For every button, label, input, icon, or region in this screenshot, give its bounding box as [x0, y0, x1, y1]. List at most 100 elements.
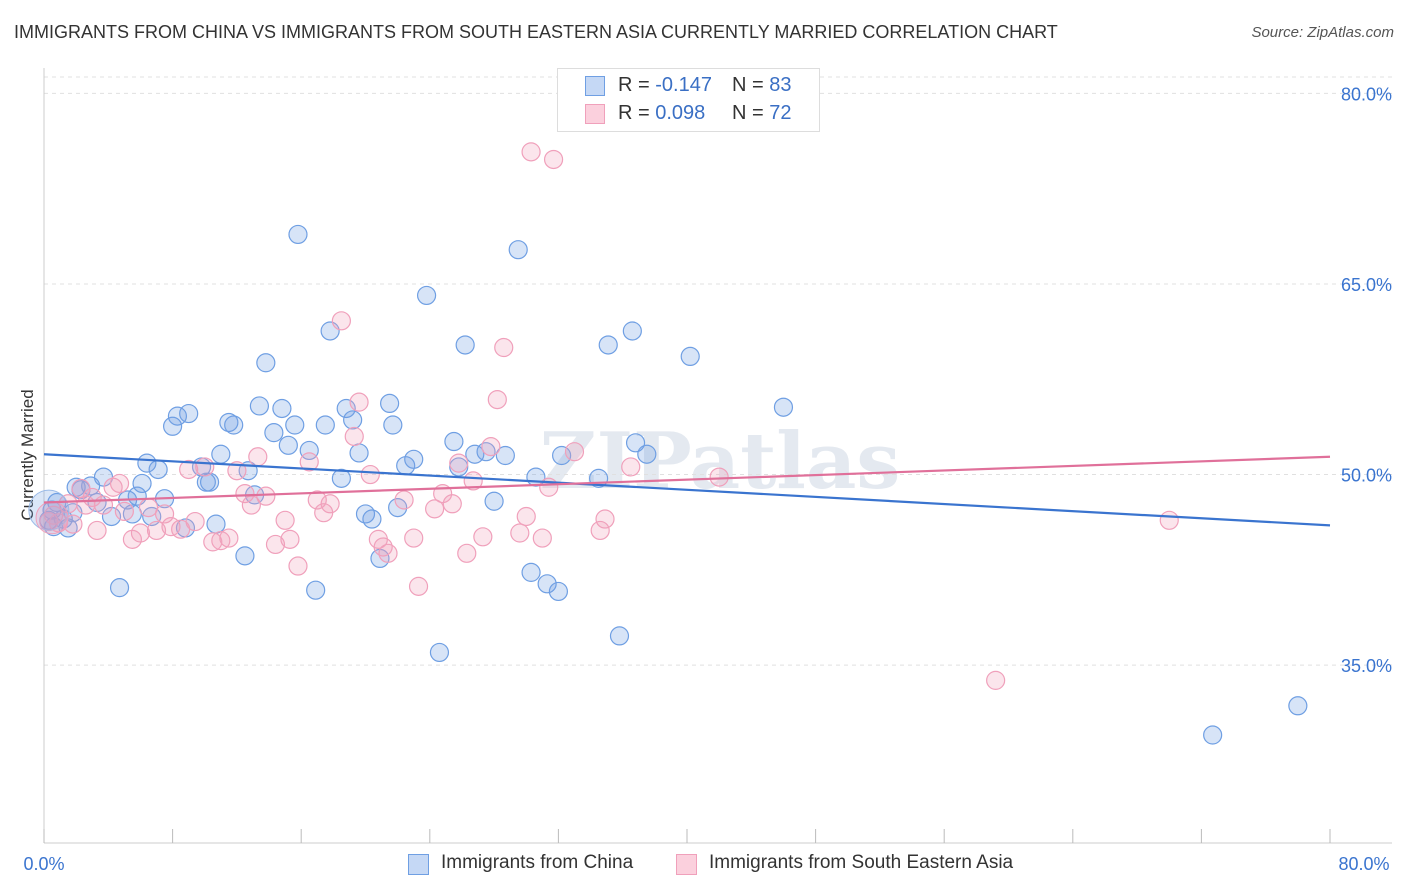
china-point [773, 397, 794, 417]
china-point [127, 486, 147, 506]
china-point [148, 459, 168, 480]
r-value-china: -0.147 [655, 74, 712, 96]
china-point [455, 335, 475, 355]
china-point [625, 433, 646, 453]
sea-point [320, 494, 340, 514]
china-cluster-point [28, 489, 70, 531]
china-point [211, 444, 231, 464]
sea-point [457, 543, 477, 563]
sea-point [185, 511, 205, 532]
sea-trend-line [43, 455, 1331, 504]
sea-point [442, 494, 462, 514]
china-point [552, 445, 572, 466]
sea-point [463, 471, 483, 491]
sea-point [394, 490, 414, 510]
sea-point [275, 510, 295, 530]
china-point [637, 444, 657, 464]
y-tick-label: 50.0% [1341, 466, 1392, 486]
sea-point [248, 447, 268, 467]
sea-point [179, 459, 199, 480]
sea-point [235, 484, 255, 504]
sea-point [87, 520, 107, 541]
x-tick-label: 80.0% [1338, 854, 1389, 874]
china-point [1203, 725, 1223, 745]
r-label: R = [618, 74, 650, 96]
y-tick-label: 35.0% [1341, 656, 1392, 676]
sea-point [404, 528, 424, 548]
sea-point [621, 457, 641, 477]
sea-point [487, 389, 507, 410]
china-point [278, 435, 298, 455]
china-point [465, 444, 485, 464]
china-point [249, 396, 270, 416]
china-point [331, 468, 351, 488]
sea-point [256, 486, 276, 506]
china-point [495, 445, 515, 466]
china-point [299, 440, 319, 461]
sea-swatch [585, 104, 605, 124]
china-point [109, 578, 130, 598]
sea-point [516, 506, 536, 527]
china-point [1288, 696, 1308, 716]
china-point [167, 406, 188, 426]
y-tick-label: 80.0% [1341, 84, 1392, 104]
sea-point [543, 149, 564, 170]
sea-point [481, 437, 501, 457]
china-point [355, 504, 376, 524]
china-point [680, 346, 700, 367]
china-point [132, 473, 152, 494]
china-point [199, 472, 220, 492]
sea-point [595, 509, 615, 529]
china-point [508, 240, 528, 260]
china-point [598, 335, 618, 355]
china-point [444, 431, 464, 452]
china-point [306, 580, 326, 600]
sea-point [109, 473, 130, 494]
china-point [388, 497, 408, 518]
china-point [383, 415, 403, 435]
chart-title: IMMIGRANTS FROM CHINA VS IMMIGRANTS FROM… [14, 22, 1058, 42]
legend-label-sea: Immigrants from South Eastern Asia [709, 852, 1014, 873]
china-point [416, 285, 437, 306]
china-point [264, 423, 284, 443]
source-label: Source: ZipAtlas.com [1251, 24, 1394, 41]
sea-point [349, 392, 369, 412]
sea-point [93, 495, 114, 515]
sea-point [378, 543, 398, 563]
correlation-legend: R = -0.147 N = 83 R = 0.098 N = 72 [557, 68, 820, 132]
sea-point [449, 453, 469, 473]
sea-point [146, 520, 167, 541]
china-swatch [585, 76, 605, 96]
china-point [349, 443, 369, 463]
china-point [609, 626, 630, 646]
china-point [179, 403, 199, 424]
sea-point [494, 337, 514, 358]
china-point [622, 321, 642, 341]
sea-point [473, 527, 493, 547]
sea-point [114, 501, 134, 522]
sea-point [130, 523, 151, 543]
sea-point [280, 529, 300, 549]
sea-point [138, 497, 159, 518]
sea-point [986, 670, 1006, 690]
china-point [548, 581, 569, 602]
n-label: N = [732, 102, 764, 124]
x-tick-label: 0.0% [23, 854, 64, 874]
watermark: ZIPatlas [540, 416, 901, 507]
n-label: N = [732, 74, 764, 96]
sea-point [521, 142, 541, 162]
r-value-sea: 0.098 [655, 102, 706, 124]
sea-point [510, 523, 530, 543]
sea-point [564, 442, 585, 462]
sea-point [360, 464, 380, 485]
china-point [343, 410, 363, 430]
sea-point [1159, 510, 1179, 530]
sea-point [331, 311, 351, 331]
sea-point [219, 528, 239, 548]
china-point [484, 491, 504, 511]
sea-swatch [676, 854, 697, 875]
sea-point [344, 426, 364, 447]
series-legend: Immigrants from China Immigrants from So… [0, 851, 1406, 879]
china-point [315, 415, 335, 435]
sea-cluster-point [35, 501, 69, 535]
